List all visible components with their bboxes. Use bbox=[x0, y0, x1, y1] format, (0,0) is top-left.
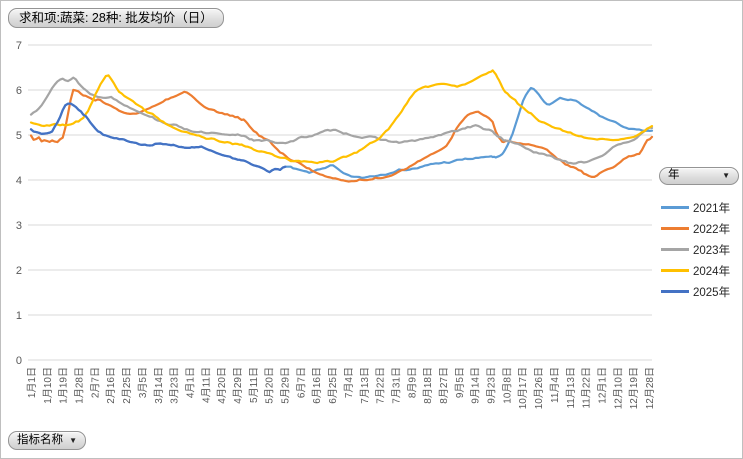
x-axis-tick-label: 3月23日 bbox=[169, 367, 181, 404]
indicator-field-label: 指标名称 bbox=[17, 433, 63, 446]
chevron-down-icon: ▼ bbox=[722, 171, 730, 180]
x-axis-tick-label: 9月14日 bbox=[470, 367, 482, 404]
x-axis-tick-label: 9月23日 bbox=[486, 367, 498, 404]
legend-swatch bbox=[661, 269, 689, 272]
y-axis-tick-label: 1 bbox=[16, 310, 22, 322]
legend-label: 2021年 bbox=[693, 202, 731, 215]
x-axis-tick-label: 3月14日 bbox=[153, 367, 165, 404]
x-axis-tick-label: 6月16日 bbox=[311, 367, 323, 404]
chart-legend: 2021年 2022年 2023年 2024年 2025年 bbox=[661, 197, 730, 302]
x-axis-tick-label: 11月13日 bbox=[565, 367, 577, 409]
x-axis-tick-label: 7月31日 bbox=[390, 367, 402, 404]
legend-item-2023年[interactable]: 2023年 bbox=[661, 239, 730, 260]
pivot-field-button-value[interactable]: 求和项:蔬菜: 28种: 批发均价（日） bbox=[8, 8, 224, 28]
x-axis-tick-label: 2月25日 bbox=[121, 367, 133, 404]
series-line-2022年[interactable] bbox=[29, 88, 654, 183]
y-axis-tick-label: 2 bbox=[16, 265, 22, 277]
x-axis-tick-label: 5月29日 bbox=[280, 367, 292, 404]
value-field-label: 求和项:蔬菜: 28种: 批发均价（日） bbox=[19, 10, 213, 25]
legend-item-2024年[interactable]: 2024年 bbox=[661, 260, 730, 281]
legend-label: 2024年 bbox=[693, 265, 731, 278]
x-axis-tick-label: 8月9日 bbox=[406, 367, 418, 398]
x-axis-tick-label: 6月25日 bbox=[327, 367, 339, 404]
x-axis-tick-label: 4月1日 bbox=[184, 367, 196, 398]
legend-label: 2025年 bbox=[693, 286, 731, 299]
x-axis-tick-label: 4月29日 bbox=[232, 367, 244, 404]
x-axis-tick-label: 4月20日 bbox=[216, 367, 228, 404]
legend-swatch bbox=[661, 227, 689, 230]
x-axis-tick-label: 1月10日 bbox=[42, 367, 54, 404]
x-axis-tick-label: 8月27日 bbox=[438, 367, 450, 404]
x-axis-tick-label: 5月20日 bbox=[264, 367, 276, 404]
series-line-2023年[interactable] bbox=[29, 76, 654, 165]
y-axis-tick-label: 6 bbox=[16, 85, 22, 97]
legend-label: 2023年 bbox=[693, 244, 731, 257]
legend-item-2022年[interactable]: 2022年 bbox=[661, 218, 730, 239]
y-axis-tick-label: 4 bbox=[16, 175, 22, 187]
x-axis-tick-label: 11月22日 bbox=[581, 367, 593, 409]
x-axis-tick-label: 1月28日 bbox=[74, 367, 86, 404]
year-field-label: 年 bbox=[668, 169, 680, 182]
pivot-field-button-indicator[interactable]: 指标名称 ▼ bbox=[8, 431, 86, 450]
x-axis-tick-label: 11月4日 bbox=[549, 367, 561, 403]
y-axis-tick-label: 3 bbox=[16, 220, 22, 232]
y-axis-tick-label: 7 bbox=[16, 40, 22, 52]
x-axis-tick-label: 9月5日 bbox=[454, 367, 466, 398]
series-line-2024年[interactable] bbox=[29, 69, 654, 165]
y-axis-tick-label: 5 bbox=[16, 130, 22, 142]
x-axis-tick-label: 1月19日 bbox=[58, 367, 70, 404]
x-axis-tick-label: 12月19日 bbox=[628, 367, 640, 409]
x-axis-tick-label: 10月8日 bbox=[501, 367, 513, 404]
x-axis-tick-label: 4月11日 bbox=[200, 367, 212, 403]
x-axis-tick-label: 1月1日 bbox=[26, 367, 38, 398]
legend-swatch bbox=[661, 290, 689, 293]
legend-item-2021年[interactable]: 2021年 bbox=[661, 197, 730, 218]
legend-swatch bbox=[661, 248, 689, 251]
x-axis-tick-label: 12月10日 bbox=[612, 367, 624, 409]
x-axis-tick-label: 5月11日 bbox=[248, 367, 260, 403]
x-axis-tick-label: 12月28日 bbox=[644, 367, 656, 409]
legend-label: 2022年 bbox=[693, 223, 731, 236]
x-axis-tick-label: 10月17日 bbox=[517, 367, 529, 409]
series-line-2025年[interactable] bbox=[29, 102, 287, 174]
x-axis-tick-label: 6月7日 bbox=[295, 367, 307, 398]
x-axis-tick-label: 8月18日 bbox=[422, 367, 434, 404]
x-axis-tick-label: 7月4日 bbox=[343, 367, 355, 398]
x-axis-tick-label: 2月7日 bbox=[89, 367, 101, 398]
x-axis-tick-label: 3月5日 bbox=[137, 367, 149, 398]
x-axis-tick-label: 10月26日 bbox=[533, 367, 545, 409]
y-axis-tick-label: 0 bbox=[16, 355, 22, 367]
pivot-field-button-year[interactable]: 年 ▼ bbox=[659, 167, 739, 185]
legend-item-2025年[interactable]: 2025年 bbox=[661, 281, 730, 302]
x-axis-tick-label: 2月16日 bbox=[105, 367, 117, 404]
x-axis-tick-label: 7月22日 bbox=[375, 367, 387, 404]
x-axis-tick-label: 12月1日 bbox=[596, 367, 608, 404]
x-axis-tick-label: 7月13日 bbox=[359, 367, 371, 404]
legend-swatch bbox=[661, 206, 689, 209]
chevron-down-icon: ▼ bbox=[69, 435, 77, 445]
